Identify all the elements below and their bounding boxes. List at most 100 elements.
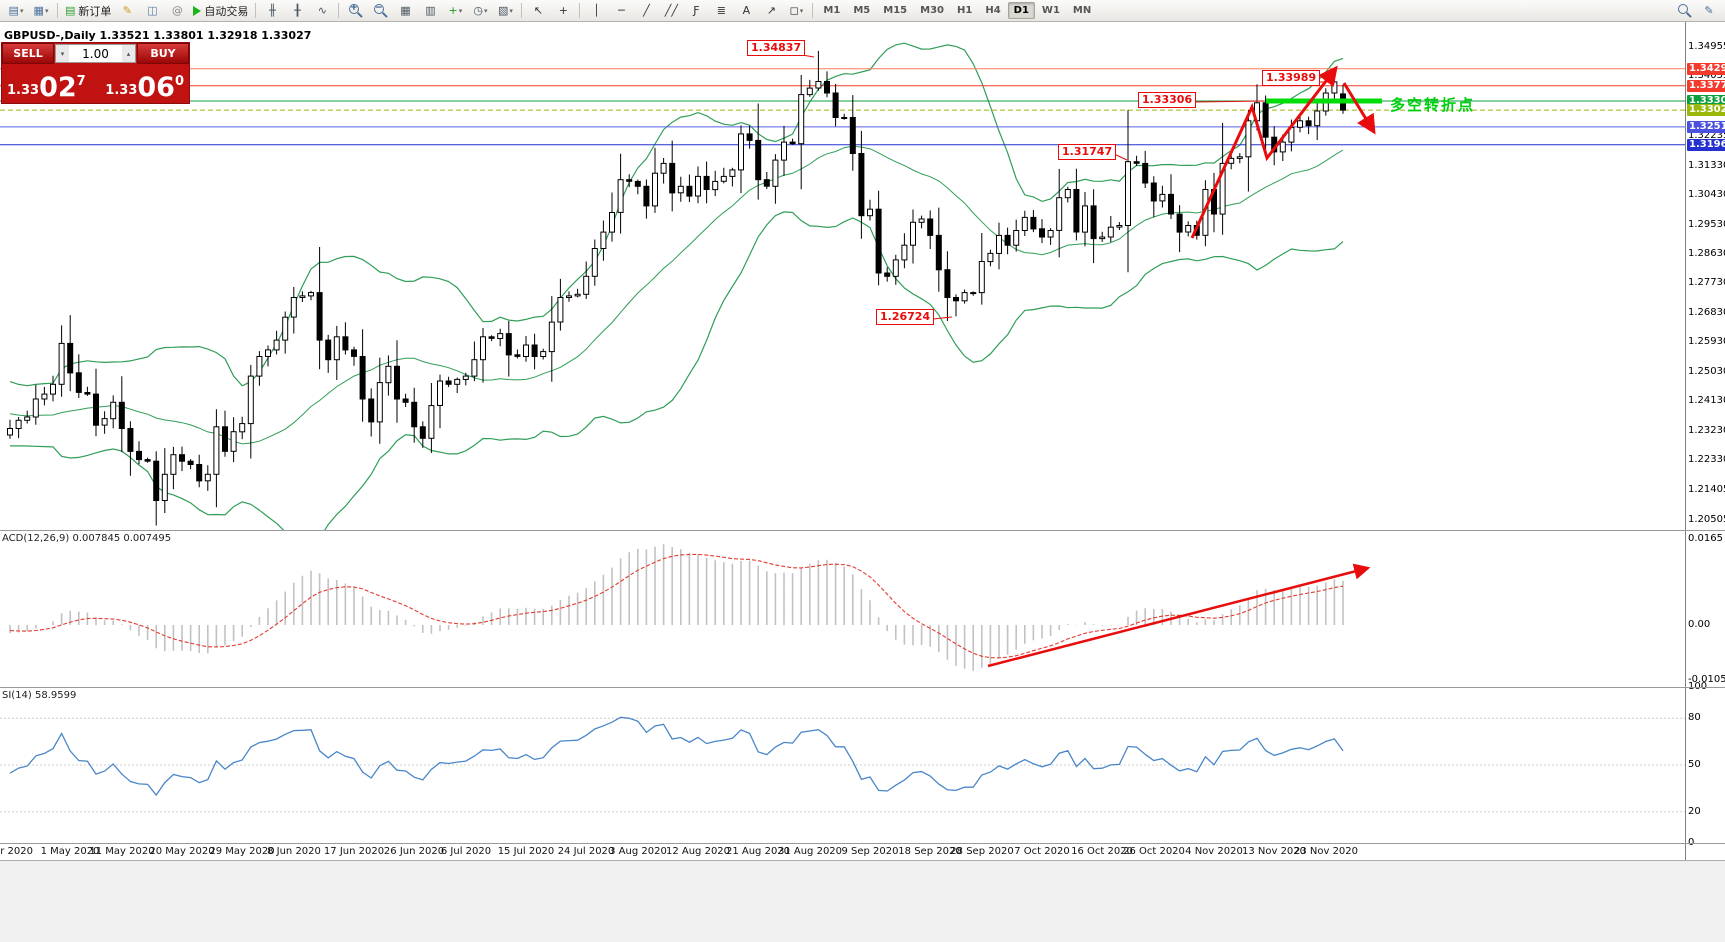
search-icon[interactable] bbox=[1672, 1, 1696, 21]
new-order-button[interactable]: ▤ 新订单 bbox=[62, 1, 114, 21]
dropdown-caret-icon[interactable]: ▾ bbox=[799, 6, 804, 15]
sell-button[interactable]: SELL bbox=[2, 43, 54, 64]
sell-price[interactable]: 1.33 02 7 bbox=[7, 74, 86, 101]
trendline-icon[interactable]: ╱ bbox=[643, 3, 650, 17]
panel-separator[interactable] bbox=[0, 687, 1725, 688]
timeframe-h1-button[interactable]: H1 bbox=[957, 5, 973, 16]
crosshair-icon[interactable]: + bbox=[558, 3, 569, 17]
tile-windows-icon[interactable]: ▦ bbox=[400, 3, 411, 17]
periods-icon[interactable]: ◷ ▾ bbox=[473, 3, 488, 17]
timeframe-m15-button[interactable]: M15 bbox=[883, 5, 908, 16]
price-axis-label: 1.25930 bbox=[1688, 336, 1725, 347]
fibonacci-icon[interactable]: Ƒ bbox=[693, 3, 700, 17]
toolbar-separator bbox=[338, 3, 340, 18]
price-axis-label: 1.32235 bbox=[1688, 130, 1725, 141]
templates-icon[interactable]: ▧ ▾ bbox=[497, 3, 513, 17]
price-callout[interactable]: 1.26724 bbox=[876, 309, 935, 325]
price-callout[interactable]: 1.33306 bbox=[1138, 92, 1197, 108]
price-level-label: 1.34290 bbox=[1687, 63, 1725, 75]
price-axis-label: 1.26830 bbox=[1688, 307, 1725, 318]
price-axis-label: 1.25030 bbox=[1688, 366, 1725, 377]
vertical-line-icon[interactable]: │ bbox=[593, 3, 600, 17]
metaeditor-icon[interactable]: ✎ bbox=[122, 3, 133, 17]
timeframe-w1-button[interactable]: W1 bbox=[1041, 5, 1060, 16]
zoom-out-icon[interactable]: − bbox=[368, 1, 392, 21]
price-axis-label: 1.31330 bbox=[1688, 160, 1725, 171]
toolbar-separator bbox=[812, 3, 814, 18]
volume-increment-icon[interactable]: ▴ bbox=[122, 45, 135, 62]
horizontal-line-icon[interactable]: ─ bbox=[618, 3, 625, 17]
arrange-windows-icon[interactable]: ▥ bbox=[425, 3, 436, 17]
chart-note-text[interactable]: 多空转折点 bbox=[1390, 96, 1476, 114]
timeframe-m5-button[interactable]: M5 bbox=[853, 5, 871, 16]
price-axis-label: 1.22330 bbox=[1688, 454, 1725, 465]
candlestick-chart-icon[interactable]: ╂ bbox=[294, 3, 301, 17]
text-icon[interactable]: A bbox=[742, 3, 751, 17]
chart-canvas[interactable] bbox=[0, 22, 1685, 860]
timeframe-h4-button[interactable]: H4 bbox=[985, 5, 1001, 16]
chart-area[interactable]: GBPUSD-,Daily 1.33521 1.33801 1.32918 1.… bbox=[0, 22, 1725, 860]
rsi-axis-label: 50 bbox=[1688, 759, 1701, 770]
autotrading-play-icon bbox=[193, 5, 202, 16]
date-axis-label: 21 Aug 2020 bbox=[725, 846, 791, 857]
macd-axis-label: 0.0165 bbox=[1688, 533, 1723, 544]
date-axis-label: Apr 2020 bbox=[0, 846, 33, 857]
date-axis-label: 7 Oct 2020 bbox=[1014, 846, 1070, 857]
main-toolbar: ▤ ▾ ▦ ▾ ▤ 新订单 ✎ ◫ @ 自动交易 ╫ ╂ ∿ + − ▦ ▥ + ▾ ◷ ▾ ▧ ▾ ↖ + │ ─ ╱ ╱╱ Ƒ ≣ A ↗ ◻… bbox=[0, 0, 1725, 22]
date-axis-label: 23 Nov 2020 bbox=[1293, 846, 1359, 857]
dropdown-caret-icon[interactable]: ▾ bbox=[509, 6, 513, 15]
profiles-icon[interactable]: ▦ ▾ bbox=[33, 3, 49, 17]
date-axis-label: 31 Aug 2020 bbox=[777, 846, 843, 857]
buy-price-prefix: 1.33 bbox=[105, 83, 138, 98]
timeframe-m1-button[interactable]: M1 bbox=[823, 5, 841, 16]
price-axis-label: 1.28630 bbox=[1688, 248, 1725, 259]
price-axis[interactable]: 1.34955 1.34055 1.32235 1.31330 1.30430 1.295… bbox=[1685, 22, 1725, 860]
macd-axis-label: -0.010571 bbox=[1688, 674, 1725, 685]
dropdown-caret-icon[interactable]: ▾ bbox=[458, 6, 463, 15]
dropdown-caret-icon[interactable]: ▾ bbox=[483, 6, 488, 15]
shapes-icon[interactable]: ◻ ▾ bbox=[789, 3, 804, 17]
cycle-lines-icon[interactable]: ≣ bbox=[716, 3, 727, 17]
timeframe-mn-button[interactable]: MN bbox=[1072, 5, 1092, 16]
price-callout[interactable]: 1.33989 bbox=[1262, 70, 1321, 86]
arrows-icon[interactable]: ↗ bbox=[766, 3, 777, 17]
buy-price[interactable]: 1.33 06 0 bbox=[105, 74, 184, 101]
zoom-in-icon-glyph: + bbox=[348, 3, 359, 14]
new-order-label: 新订单 bbox=[78, 4, 112, 18]
feedback-icon[interactable]: ✎ bbox=[1704, 3, 1714, 17]
buy-button[interactable]: BUY bbox=[137, 43, 189, 64]
channel-icon[interactable]: ╱╱ bbox=[664, 3, 679, 17]
dropdown-caret-icon[interactable]: ▾ bbox=[44, 6, 49, 15]
timeframe-m30-button[interactable]: M30 bbox=[920, 5, 944, 16]
community-icon[interactable]: @ bbox=[171, 3, 183, 17]
price-callout[interactable]: 1.31747 bbox=[1058, 144, 1117, 160]
dropdown-caret-icon[interactable]: ▾ bbox=[19, 6, 24, 15]
volume-decrement-icon[interactable]: ▾ bbox=[56, 45, 69, 62]
price-axis-label: 1.23230 bbox=[1688, 425, 1725, 436]
cursor-icon[interactable]: ↖ bbox=[533, 3, 544, 17]
date-axis-label: 8 Jun 2020 bbox=[267, 846, 321, 857]
date-axis-label: 6 Jul 2020 bbox=[440, 846, 492, 857]
screenshot-icon[interactable]: ◫ bbox=[147, 3, 158, 17]
price-callout[interactable]: 1.34837 bbox=[747, 40, 806, 56]
price-axis-label: 1.21405 bbox=[1688, 484, 1725, 495]
line-chart-icon[interactable]: ∿ bbox=[317, 3, 328, 17]
panel-separator[interactable] bbox=[0, 530, 1725, 531]
new-chart-icon[interactable]: ▤ ▾ bbox=[8, 3, 24, 17]
volume-field[interactable]: ▾ 1.00 ▴ bbox=[55, 44, 136, 63]
price-axis-label: 1.20505 bbox=[1688, 514, 1725, 525]
autotrading-button[interactable]: 自动交易 bbox=[190, 1, 251, 21]
volume-value[interactable]: 1.00 bbox=[82, 46, 109, 61]
zoom-in-icon[interactable]: + bbox=[343, 1, 367, 21]
macd-indicator-label: ACD(12,26,9) 0.007845 0.007495 bbox=[2, 533, 172, 544]
indicators-icon[interactable]: + ▾ bbox=[448, 3, 463, 17]
bar-chart-icon[interactable]: ╫ bbox=[269, 3, 276, 17]
zoom-out-icon-glyph: − bbox=[373, 3, 384, 14]
date-axis-label: 13 Nov 2020 bbox=[1241, 846, 1307, 857]
date-axis-label: 26 Oct 2020 bbox=[1123, 846, 1185, 857]
timeframe-d1-button[interactable]: D1 bbox=[1007, 2, 1035, 19]
date-axis-label: 18 Sep 2020 bbox=[898, 846, 962, 857]
window-footer bbox=[0, 860, 1725, 942]
price-axis-label: 1.30430 bbox=[1688, 189, 1725, 200]
date-axis-label: 16 Oct 2020 bbox=[1071, 846, 1133, 857]
